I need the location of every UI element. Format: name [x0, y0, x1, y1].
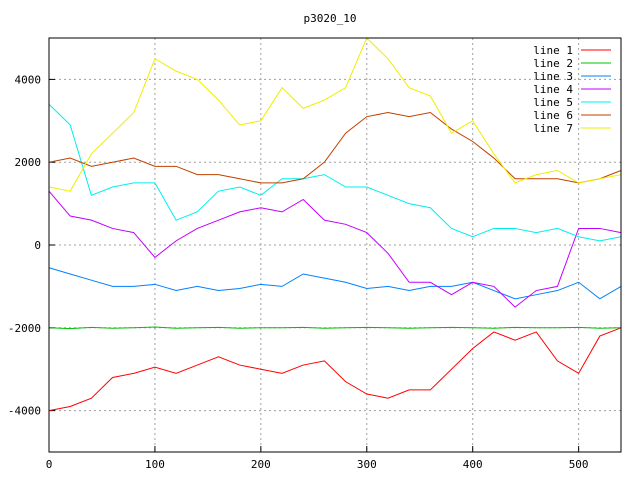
- series-lines: [48, 37, 622, 412]
- x-tick-label: 400: [463, 458, 483, 471]
- series-line-3: [48, 267, 622, 300]
- series-line-1: [48, 327, 622, 412]
- chart-title: p3020_10: [304, 12, 357, 25]
- series-line-5: [48, 103, 622, 242]
- y-tick-label: 0: [34, 239, 41, 252]
- series-line-2: [48, 326, 622, 330]
- x-tick-label: 100: [145, 458, 165, 471]
- legend-label: line 2: [533, 57, 573, 70]
- legend-label: line 3: [533, 70, 573, 83]
- x-tick-label: 0: [46, 458, 53, 471]
- y-tick-label: 4000: [15, 73, 42, 86]
- y-tick-label: -4000: [8, 405, 41, 418]
- legend-label: line 7: [533, 122, 573, 135]
- y-tick-label: 2000: [15, 156, 42, 169]
- legend-label: line 6: [533, 109, 573, 122]
- legend-label: line 5: [533, 96, 573, 109]
- x-tick-label: 300: [357, 458, 377, 471]
- x-tick-label: 500: [569, 458, 589, 471]
- x-tick-label: 200: [251, 458, 271, 471]
- legend-label: line 4: [533, 83, 573, 96]
- plot-border: [48, 37, 622, 453]
- axis-ticks: 0 100 200 300 400 500 -4000 -2000 0 2000 4000: [8, 73, 589, 471]
- series-line-4: [48, 190, 622, 308]
- y-tick-label: -2000: [8, 322, 41, 335]
- legend-label: line 1: [533, 44, 573, 57]
- series-line-7: [48, 37, 622, 192]
